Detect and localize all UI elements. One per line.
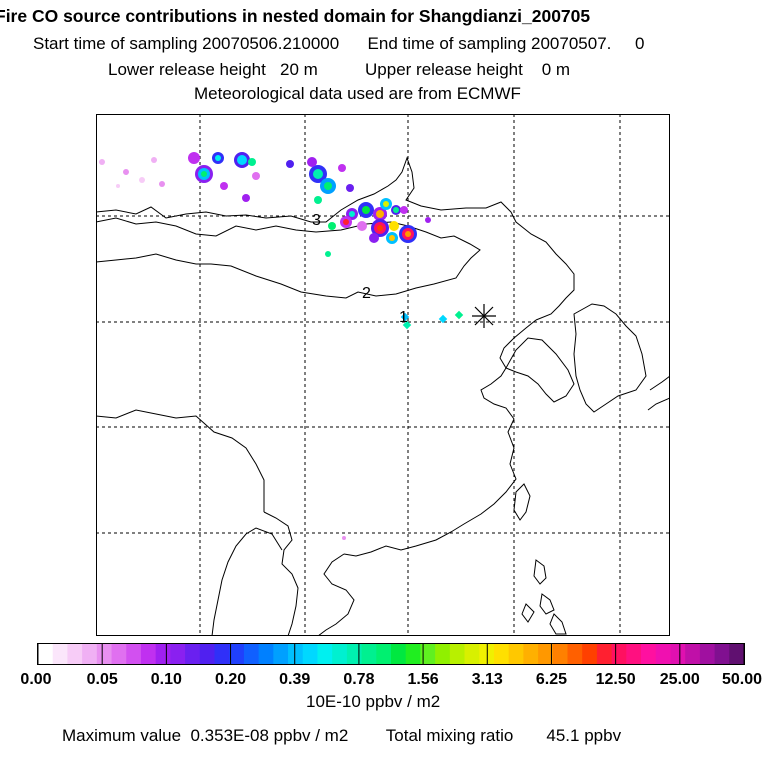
colorbar-cell bbox=[96, 644, 112, 664]
meteorological-source-line: Meteorological data used are from ECMWF bbox=[194, 84, 521, 103]
asterisk-icon bbox=[472, 304, 496, 328]
colorbar-cell bbox=[391, 644, 407, 664]
colorbar-cell bbox=[52, 644, 68, 664]
colorbar-cell bbox=[67, 644, 83, 664]
colorbar-cell bbox=[596, 644, 613, 664]
fire-co-contribution-plumes bbox=[99, 152, 464, 540]
colorbar-units: 10E-10 ppbv / m2 bbox=[306, 692, 441, 711]
colorbar-cell bbox=[538, 644, 554, 664]
colorbar-cell bbox=[346, 644, 362, 664]
sampling-time-line: Start time of sampling 20070506.210000 E… bbox=[33, 34, 645, 53]
colorbar-cell bbox=[155, 644, 171, 664]
colorbar-tick-label: 0.05 bbox=[87, 671, 118, 688]
colorbar-cell bbox=[243, 644, 260, 664]
coastlines-and-borders bbox=[96, 156, 670, 636]
colorbar-cell bbox=[626, 644, 642, 664]
graticule bbox=[96, 114, 670, 636]
colorbar-cell bbox=[435, 644, 451, 664]
colorbar-cell bbox=[199, 644, 215, 664]
colorbar-tick-label: 25.00 bbox=[660, 671, 700, 688]
colorbar-tick-label: 50.00 bbox=[722, 671, 762, 688]
colorbar-cell bbox=[258, 644, 274, 664]
colorbar-cell bbox=[361, 644, 377, 664]
colorbar-ticks bbox=[37, 644, 745, 664]
colorbar-tick-label: 0.39 bbox=[279, 671, 310, 688]
colorbar-cell bbox=[317, 644, 333, 664]
colorbar-tick-label: 0.00 bbox=[20, 671, 51, 688]
colorbar-cell bbox=[582, 644, 598, 664]
colorbar-cell bbox=[552, 644, 568, 664]
colorbar-cell bbox=[82, 644, 98, 664]
colorbar-cell bbox=[670, 644, 686, 664]
colorbar-tick-label: 6.25 bbox=[536, 671, 567, 688]
colorbar-cell bbox=[714, 644, 730, 664]
colorbar-cell bbox=[111, 644, 127, 664]
map-frame bbox=[96, 114, 670, 636]
colorbar-cell bbox=[405, 644, 421, 664]
colorbar-tick-label: 0.78 bbox=[343, 671, 374, 688]
colorbar-cell bbox=[699, 644, 715, 664]
colorbar-tick-label: 0.20 bbox=[215, 671, 246, 688]
colorbar: 0.00 0.05 0.10 0.20 0.39 0.78 1.56 3.13 6.25 12.5… bbox=[20, 643, 762, 688]
map-panel: 3 2 1 bbox=[96, 114, 670, 636]
colorbar-cell bbox=[288, 644, 304, 664]
colorbar-tick-label: 12.50 bbox=[596, 671, 636, 688]
colorbar-cell bbox=[170, 644, 186, 664]
colorbar-cell bbox=[493, 644, 510, 664]
release-height-line: Lower release height 20 m Upper release … bbox=[108, 60, 571, 79]
colorbar-cell bbox=[464, 644, 480, 664]
colorbar-cell bbox=[420, 644, 436, 664]
colorbar-cell bbox=[523, 644, 539, 664]
colorbar-cell bbox=[332, 644, 348, 664]
annotation-2: 2 bbox=[362, 285, 371, 302]
colorbar-cell bbox=[655, 644, 671, 664]
colorbar-cell bbox=[38, 644, 54, 664]
summary-stats: Maximum value 0.353E-08 ppbv / m2 Total … bbox=[62, 726, 622, 745]
colorbar-cell bbox=[449, 644, 465, 664]
colorbar-cell bbox=[126, 644, 142, 664]
colorbar-cell bbox=[185, 644, 201, 664]
annotation-3: 3 bbox=[312, 212, 321, 229]
colorbar-cell bbox=[729, 644, 745, 664]
colorbar-cell bbox=[611, 644, 627, 664]
colorbar-tick-label: 3.13 bbox=[472, 671, 503, 688]
colorbar-cell bbox=[214, 644, 230, 664]
colorbar-tick-label: 0.10 bbox=[151, 671, 182, 688]
colorbar-cell bbox=[376, 644, 392, 664]
colorbar-cell bbox=[302, 644, 318, 664]
colorbar-cell bbox=[567, 644, 583, 664]
colorbar-cell bbox=[273, 644, 289, 664]
colorbar-cell bbox=[641, 644, 657, 664]
annotation-1: 1 bbox=[399, 309, 408, 326]
colorbar-cell bbox=[508, 644, 524, 664]
colorbar-cell bbox=[229, 644, 245, 664]
trajectory-labels: 3 2 1 bbox=[312, 212, 408, 326]
page-title: Fire CO source contributions in nested d… bbox=[0, 6, 591, 26]
colorbar-cell bbox=[685, 644, 701, 664]
colorbar-cells bbox=[38, 644, 745, 664]
colorbar-cell bbox=[140, 644, 157, 664]
colorbar-tick-label: 1.56 bbox=[408, 671, 439, 688]
colorbar-tick-labels: 0.00 0.05 0.10 0.20 0.39 0.78 1.56 3.13 6.25 12.5… bbox=[20, 671, 762, 688]
